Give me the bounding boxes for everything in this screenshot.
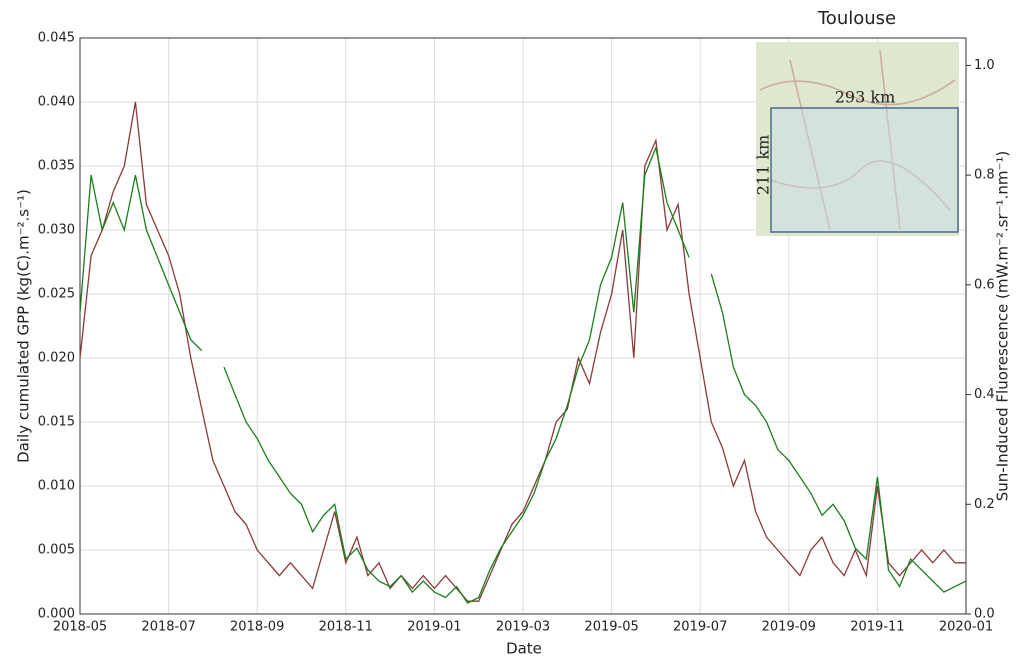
y-tick-label: 0.015 — [38, 415, 75, 430]
inset-width-label: 293 km — [835, 88, 896, 107]
y2-tick-label: 0.4 — [974, 387, 995, 402]
x-tick-label: 2020-01 — [939, 620, 993, 635]
y2-tick-label: 0.8 — [974, 168, 995, 183]
x-tick-label: 2019-09 — [762, 620, 816, 635]
y-tick-label: 0.010 — [38, 479, 75, 494]
x-tick-label: 2018-07 — [141, 620, 195, 635]
y-tick-label: 0.040 — [38, 95, 75, 110]
y-axis-label: Daily cumulated GPP (kg(C).m⁻².s⁻¹) — [15, 189, 33, 463]
y-tick-label: 0.020 — [38, 351, 75, 366]
x-axis-label: Date — [506, 640, 542, 658]
y-tick-label: 0.045 — [38, 31, 75, 46]
map-selection — [771, 108, 958, 232]
inset-map: Toulouse 293 km 211 km — [754, 8, 960, 236]
x-tick-label: 2018-11 — [319, 620, 373, 635]
inset-title: Toulouse — [817, 8, 896, 29]
y-tick-label: 0.030 — [38, 223, 75, 238]
x-tick-label: 2019-05 — [584, 620, 638, 635]
y-tick-label: 0.035 — [38, 159, 75, 174]
x-tick-label: 2018-05 — [53, 620, 107, 635]
y2-tick-label: 0.2 — [974, 497, 995, 512]
x-tick-label: 2019-07 — [673, 620, 727, 635]
y2-tick-label: 1.0 — [974, 58, 995, 73]
x-tick-label: 2018-09 — [230, 620, 284, 635]
y-tick-label: 0.005 — [38, 543, 75, 558]
chart: 0.0000.0050.0100.0150.0200.0250.0300.035… — [0, 0, 1019, 659]
y2-tick-label: 0.6 — [974, 277, 995, 292]
y2-axis-label: Sun-Induced Fluorescence (mW.m⁻².sr⁻¹.nm… — [994, 151, 1012, 502]
inset-height-label: 211 km — [754, 135, 773, 196]
x-tick-label: 2019-03 — [496, 620, 550, 635]
y-tick-label: 0.025 — [38, 287, 75, 302]
x-tick-label: 2019-01 — [407, 620, 461, 635]
x-tick-label: 2019-11 — [850, 620, 904, 635]
